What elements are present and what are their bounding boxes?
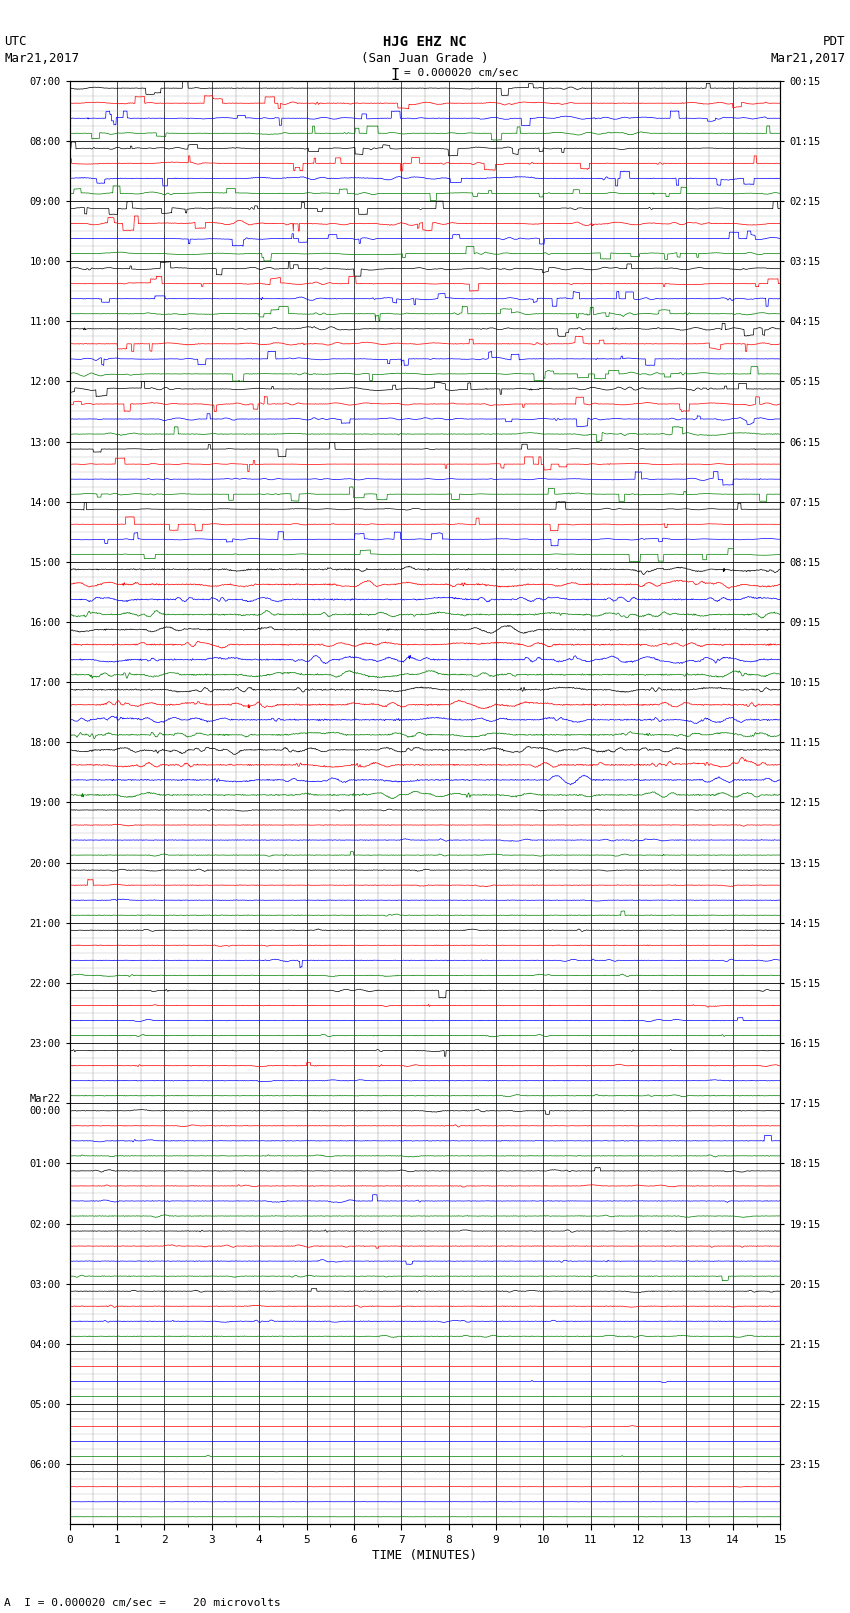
- X-axis label: TIME (MINUTES): TIME (MINUTES): [372, 1548, 478, 1561]
- Text: A  I = 0.000020 cm/sec =    20 microvolts: A I = 0.000020 cm/sec = 20 microvolts: [4, 1598, 281, 1608]
- Text: I: I: [390, 68, 400, 82]
- Text: PDT: PDT: [824, 35, 846, 48]
- Text: (San Juan Grade ): (San Juan Grade ): [361, 52, 489, 65]
- Text: = 0.000020 cm/sec: = 0.000020 cm/sec: [404, 68, 518, 77]
- Text: HJG EHZ NC: HJG EHZ NC: [383, 35, 467, 50]
- Text: Mar21,2017: Mar21,2017: [4, 52, 79, 65]
- Text: UTC: UTC: [4, 35, 26, 48]
- Text: Mar21,2017: Mar21,2017: [771, 52, 846, 65]
